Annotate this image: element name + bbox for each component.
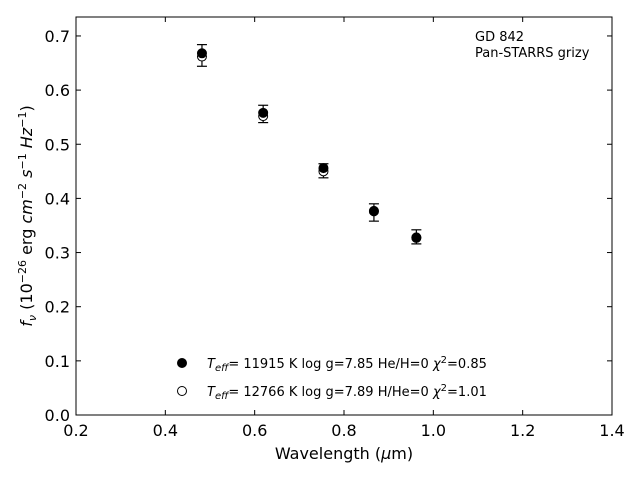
x-tick-label: 1.2 (510, 421, 535, 440)
error-bars (196, 44, 422, 245)
x-axis-label: Wavelength (μm) (275, 444, 413, 463)
annotation-object: GD 842 (475, 30, 524, 45)
x-tick-label: 0.2 (63, 421, 88, 440)
x-tick-label: 1.0 (421, 421, 446, 440)
annotation-survey: Pan-STARRS grizy (475, 46, 590, 61)
legend-marker-filled (177, 358, 187, 368)
y-tick-label: 0.3 (45, 244, 70, 263)
ticks: 0.2 0.4 0.6 0.8 1.0 1.2 1.4 0.0 0.1 0.2 0.3 0.4 0.5 0… (45, 17, 625, 440)
y-tick-label: 0.6 (45, 81, 70, 100)
markers (196, 48, 422, 243)
legend-entry-2: Teff= 12766 K log g=7.89 H/He=0 χ2=1.01 (207, 383, 487, 402)
y-tick-label: 0.2 (45, 298, 70, 317)
x-tick-label: 0.6 (242, 421, 267, 440)
data-point-filled (196, 48, 207, 59)
x-tick-label: 0.4 (153, 421, 178, 440)
y-tick-label: 0.1 (45, 352, 70, 371)
legend-entry-1: Teff= 11915 K log g=7.85 He/H=0 χ2=0.85 (207, 355, 487, 374)
x-tick-label: 0.8 (331, 421, 356, 440)
data-point-filled (258, 107, 269, 118)
data-point-filled (411, 232, 422, 243)
x-tick-label: 1.4 (599, 421, 624, 440)
data-point-filled (318, 163, 329, 174)
y-tick-label: 0.0 (45, 406, 70, 425)
y-axis-label: fν (10−26 erg cm−2 s−1 Hz−1) (16, 105, 39, 326)
data-point-filled (368, 205, 379, 216)
legend: Teff= 11915 K log g=7.85 He/H=0 χ2=0.85 … (177, 355, 487, 402)
legend-marker-open (177, 386, 187, 396)
plot-area (75, 16, 613, 416)
y-tick-label: 0.7 (45, 27, 70, 46)
y-tick-label: 0.4 (45, 189, 70, 208)
y-tick-label: 0.5 (45, 135, 70, 154)
